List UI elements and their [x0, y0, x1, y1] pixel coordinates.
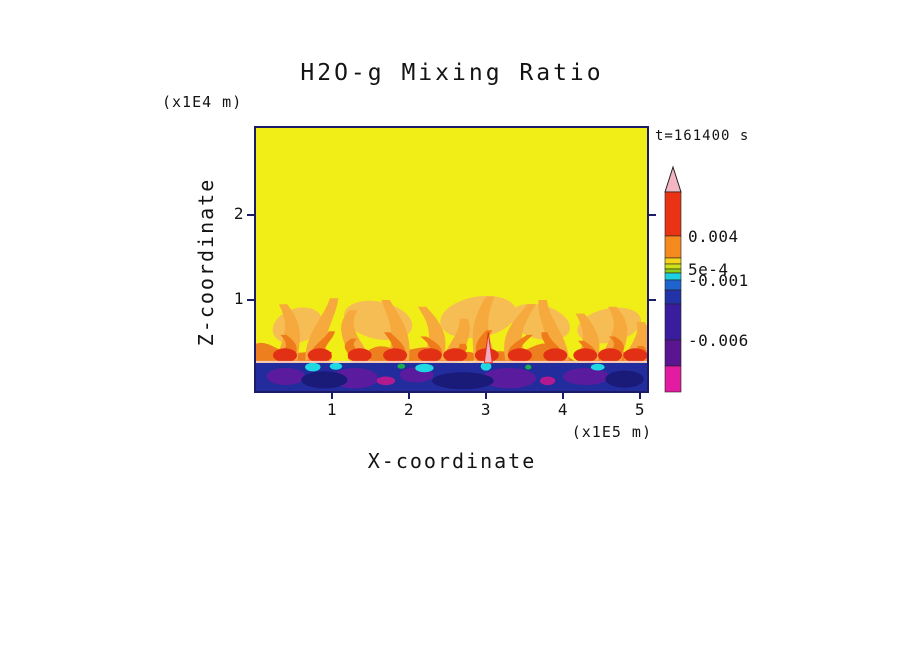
y-axis-unit: (x1E4 m)	[162, 93, 243, 111]
plume-core-blob	[417, 348, 442, 363]
band-blob	[329, 362, 343, 370]
colorbar-segment	[664, 257, 682, 265]
colorbar-segment	[664, 191, 682, 237]
colorbar-segment	[664, 365, 682, 393]
colorbar-label: -0.006	[688, 331, 749, 350]
band-blob	[432, 372, 494, 390]
plume-core-blob	[543, 348, 568, 363]
timestamp: t=161400 s	[655, 128, 750, 144]
colorbar-segment	[664, 268, 682, 274]
band-blob	[305, 362, 321, 372]
x-tick-label: 5	[634, 400, 646, 419]
colorbar-label: 5e-4	[688, 260, 729, 279]
plume-core-blob	[347, 348, 372, 363]
colorbar-segment	[664, 272, 682, 281]
band-blob	[563, 368, 610, 385]
colorbar-segment	[664, 263, 682, 270]
plume-core-blob	[573, 348, 598, 363]
band-blob	[525, 364, 532, 370]
x-tick-label: 1	[326, 400, 338, 419]
plume-core-blob	[443, 348, 468, 363]
colorbar-segment	[664, 339, 682, 367]
colorbar-arrow	[664, 165, 682, 193]
band-blob	[376, 376, 396, 386]
field-layers	[255, 127, 648, 392]
band-blob	[590, 363, 605, 371]
band-blob	[397, 363, 406, 369]
chart-title: H2O-g Mixing Ratio	[300, 60, 604, 86]
plume-core-blob	[273, 348, 297, 363]
colorbar-segment	[664, 289, 682, 305]
plume-wisp	[305, 298, 339, 361]
x-axis-label: X-coordinate	[367, 449, 537, 473]
x-tick-label: 3	[480, 400, 492, 419]
colorbar-segment	[664, 235, 682, 259]
y-tick-label: 2	[233, 204, 244, 223]
band-blob	[539, 376, 556, 386]
plume-core-blob	[383, 348, 408, 363]
colorbar-segment	[664, 303, 682, 341]
plume-core-blob	[507, 348, 532, 363]
band-blob	[301, 371, 348, 389]
plume-core-blob	[623, 348, 648, 363]
x-tick-label: 2	[403, 400, 415, 419]
band-blob	[266, 368, 306, 385]
pink-spike	[483, 332, 493, 364]
band-blob	[482, 368, 536, 389]
plume-core-blob	[307, 348, 332, 363]
colorbar-label: -0.001	[688, 271, 749, 290]
plume-core-blob	[598, 348, 622, 363]
band-blob	[415, 363, 434, 373]
interface-line	[255, 360, 648, 363]
x-axis-unit: (x1E5 m)	[571, 423, 652, 441]
plume-wisp	[538, 300, 569, 361]
plot-frame	[254, 126, 649, 393]
band-blob	[605, 370, 644, 388]
colorbar-segment	[664, 279, 682, 291]
colorbar-label: 0.004	[688, 227, 739, 246]
band-blob	[480, 362, 492, 371]
y-tick-label: 1	[233, 289, 244, 308]
y-axis-label: Z-coordinate	[194, 177, 218, 347]
x-tick-label: 4	[557, 400, 569, 419]
